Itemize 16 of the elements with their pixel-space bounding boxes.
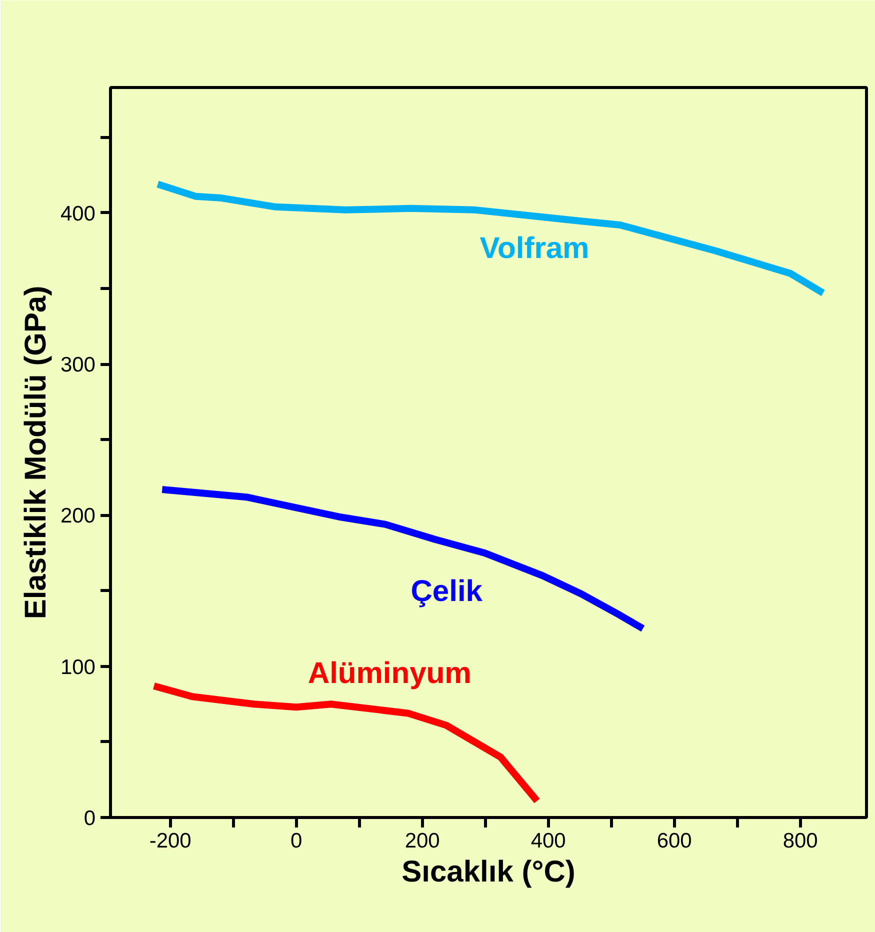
series-label: Çelik: [410, 575, 483, 608]
x-tick-label: 0: [290, 830, 302, 852]
x-tick-label: -200: [149, 830, 192, 852]
x-tick-label: 800: [782, 830, 818, 852]
y-tick-label: 0: [84, 807, 96, 830]
y-tick-label: 200: [60, 504, 96, 528]
x-tick-label: 200: [404, 830, 440, 852]
x-tick-label: 400: [530, 830, 566, 852]
y-tick-label: 400: [60, 202, 96, 226]
x-tick-label: 600: [656, 830, 692, 852]
y-axis-title: Elastiklik Modülü (GPa): [19, 286, 52, 620]
series-label: Volfram: [480, 232, 590, 265]
x-axis-title: Sıcaklık (°C): [402, 856, 576, 888]
y-tick-label: 100: [60, 656, 96, 679]
y-tick-label: 300: [60, 354, 96, 377]
series-label: Alüminyum: [308, 657, 472, 690]
